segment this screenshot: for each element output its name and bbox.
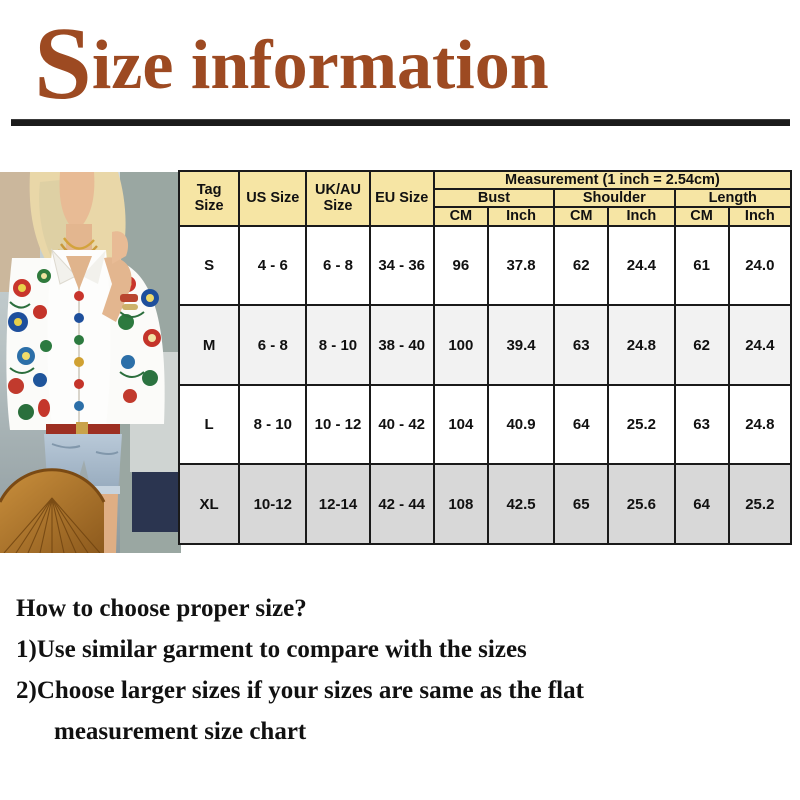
notes-item-2: 2)Choose larger sizes if your sizes are … xyxy=(16,677,584,704)
cell-bust-inch: 42.5 xyxy=(486,463,556,545)
cell-tag-size: XL xyxy=(177,463,241,545)
header-group-bust: Bust xyxy=(432,188,556,209)
cell-bust-cm: 96 xyxy=(432,224,489,307)
cell-eu-size: 38 - 40 xyxy=(368,304,435,386)
title-divider xyxy=(11,119,790,126)
cell-uk-au-size: 10 - 12 xyxy=(305,383,371,466)
cell-length-cm: 63 xyxy=(673,383,730,466)
size-chart-table: Tag Size US Size UK/AU Size EU Size Meas… xyxy=(177,169,793,545)
cell-us-size: 10-12 xyxy=(238,463,308,545)
product-photo xyxy=(0,172,181,553)
cell-bust-inch: 39.4 xyxy=(486,304,556,386)
table-body: S 4 - 6 6 - 8 34 - 36 96 37.8 62 24.4 61… xyxy=(177,224,793,545)
cell-uk-au-size: 12-14 xyxy=(305,463,371,545)
cell-us-size: 8 - 10 xyxy=(238,383,308,466)
cell-tag-size: M xyxy=(177,304,241,386)
notes-item-1: 1)Use similar garment to compare with th… xyxy=(16,636,527,663)
cell-shoulder-inch: 25.6 xyxy=(607,463,676,545)
cell-shoulder-cm: 63 xyxy=(553,304,610,386)
title-rest: ize information xyxy=(91,27,549,104)
size-chart-table-container: Tag Size US Size UK/AU Size EU Size Meas… xyxy=(177,169,793,545)
cell-length-inch: 24.8 xyxy=(727,383,793,466)
cell-eu-size: 34 - 36 xyxy=(368,224,435,307)
notes-item-2-continued: measurement size chart xyxy=(54,718,307,745)
cell-bust-cm: 100 xyxy=(432,304,489,386)
table-header: Tag Size US Size UK/AU Size EU Size Meas… xyxy=(177,169,793,227)
cell-shoulder-inch: 25.2 xyxy=(607,383,676,466)
header-unit-length-cm: CM xyxy=(673,206,730,227)
cell-length-inch: 24.0 xyxy=(727,224,793,307)
header-us-size: US Size xyxy=(238,170,308,227)
table-row: S 4 - 6 6 - 8 34 - 36 96 37.8 62 24.4 61… xyxy=(177,224,793,307)
header-measurement: Measurement (1 inch = 2.54cm) xyxy=(432,169,793,191)
cell-us-size: 4 - 6 xyxy=(238,224,308,307)
header-unit-shoulder-inch: Inch xyxy=(607,206,676,227)
table-row: M 6 - 8 8 - 10 38 - 40 100 39.4 63 24.8 … xyxy=(177,304,793,386)
cell-tag-size: S xyxy=(177,224,241,307)
header-row-2: Bust Shoulder Length xyxy=(179,188,792,209)
header-unit-length-inch: Inch xyxy=(727,206,793,227)
header-group-shoulder: Shoulder xyxy=(553,188,676,209)
product-photo-illustration xyxy=(0,172,181,553)
cell-tag-size: L xyxy=(177,383,241,466)
cell-length-cm: 61 xyxy=(673,224,730,307)
cell-length-inch: 25.2 xyxy=(727,463,793,545)
title-block: Size information xyxy=(0,0,800,132)
cell-eu-size: 42 - 44 xyxy=(368,463,435,545)
header-row-1: Tag Size US Size UK/AU Size EU Size Meas… xyxy=(177,169,793,227)
cell-bust-cm: 104 xyxy=(432,383,489,466)
header-row-3: CM Inch CM Inch CM Inch xyxy=(179,206,793,227)
header-eu-size: EU Size xyxy=(368,170,435,227)
cell-bust-inch: 37.8 xyxy=(486,224,556,307)
header-unit-bust-cm: CM xyxy=(432,206,489,227)
title-dropcap: S xyxy=(34,6,92,121)
cell-shoulder-cm: 64 xyxy=(553,383,610,466)
page-title: Size information xyxy=(34,12,549,116)
cell-uk-au-size: 6 - 8 xyxy=(305,224,371,307)
header-group-length: Length xyxy=(673,188,792,209)
table-row: L 8 - 10 10 - 12 40 - 42 104 40.9 64 25.… xyxy=(177,383,793,466)
header-unit-shoulder-cm: CM xyxy=(553,206,610,227)
cell-shoulder-inch: 24.4 xyxy=(607,224,676,307)
cell-length-cm: 62 xyxy=(673,304,730,386)
cell-shoulder-inch: 24.8 xyxy=(607,304,676,386)
cell-bust-cm: 108 xyxy=(432,463,489,545)
sizing-notes: How to choose proper size? 1)Use similar… xyxy=(16,588,796,752)
cell-uk-au-size: 8 - 10 xyxy=(305,304,371,386)
cell-length-inch: 24.4 xyxy=(727,304,793,386)
cell-eu-size: 40 - 42 xyxy=(368,383,435,466)
notes-heading: How to choose proper size? xyxy=(16,595,307,622)
cell-shoulder-cm: 65 xyxy=(553,463,610,545)
cell-us-size: 6 - 8 xyxy=(238,304,308,386)
table-row: XL 10-12 12-14 42 - 44 108 42.5 65 25.6 … xyxy=(177,463,793,545)
header-uk-au-size: UK/AU Size xyxy=(305,170,371,227)
cell-bust-inch: 40.9 xyxy=(486,383,556,466)
header-tag-size: Tag Size xyxy=(177,170,241,227)
cell-length-cm: 64 xyxy=(673,463,730,545)
header-unit-bust-inch: Inch xyxy=(486,206,556,227)
cell-shoulder-cm: 62 xyxy=(553,224,610,307)
